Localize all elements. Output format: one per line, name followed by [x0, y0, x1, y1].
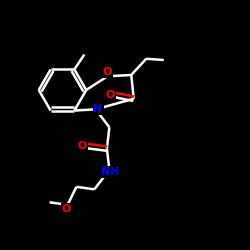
Text: O: O	[106, 90, 115, 100]
Text: O: O	[78, 140, 87, 150]
Text: NH: NH	[102, 167, 120, 177]
Text: N: N	[94, 104, 103, 114]
Text: O: O	[62, 204, 71, 214]
Text: O: O	[103, 67, 112, 77]
